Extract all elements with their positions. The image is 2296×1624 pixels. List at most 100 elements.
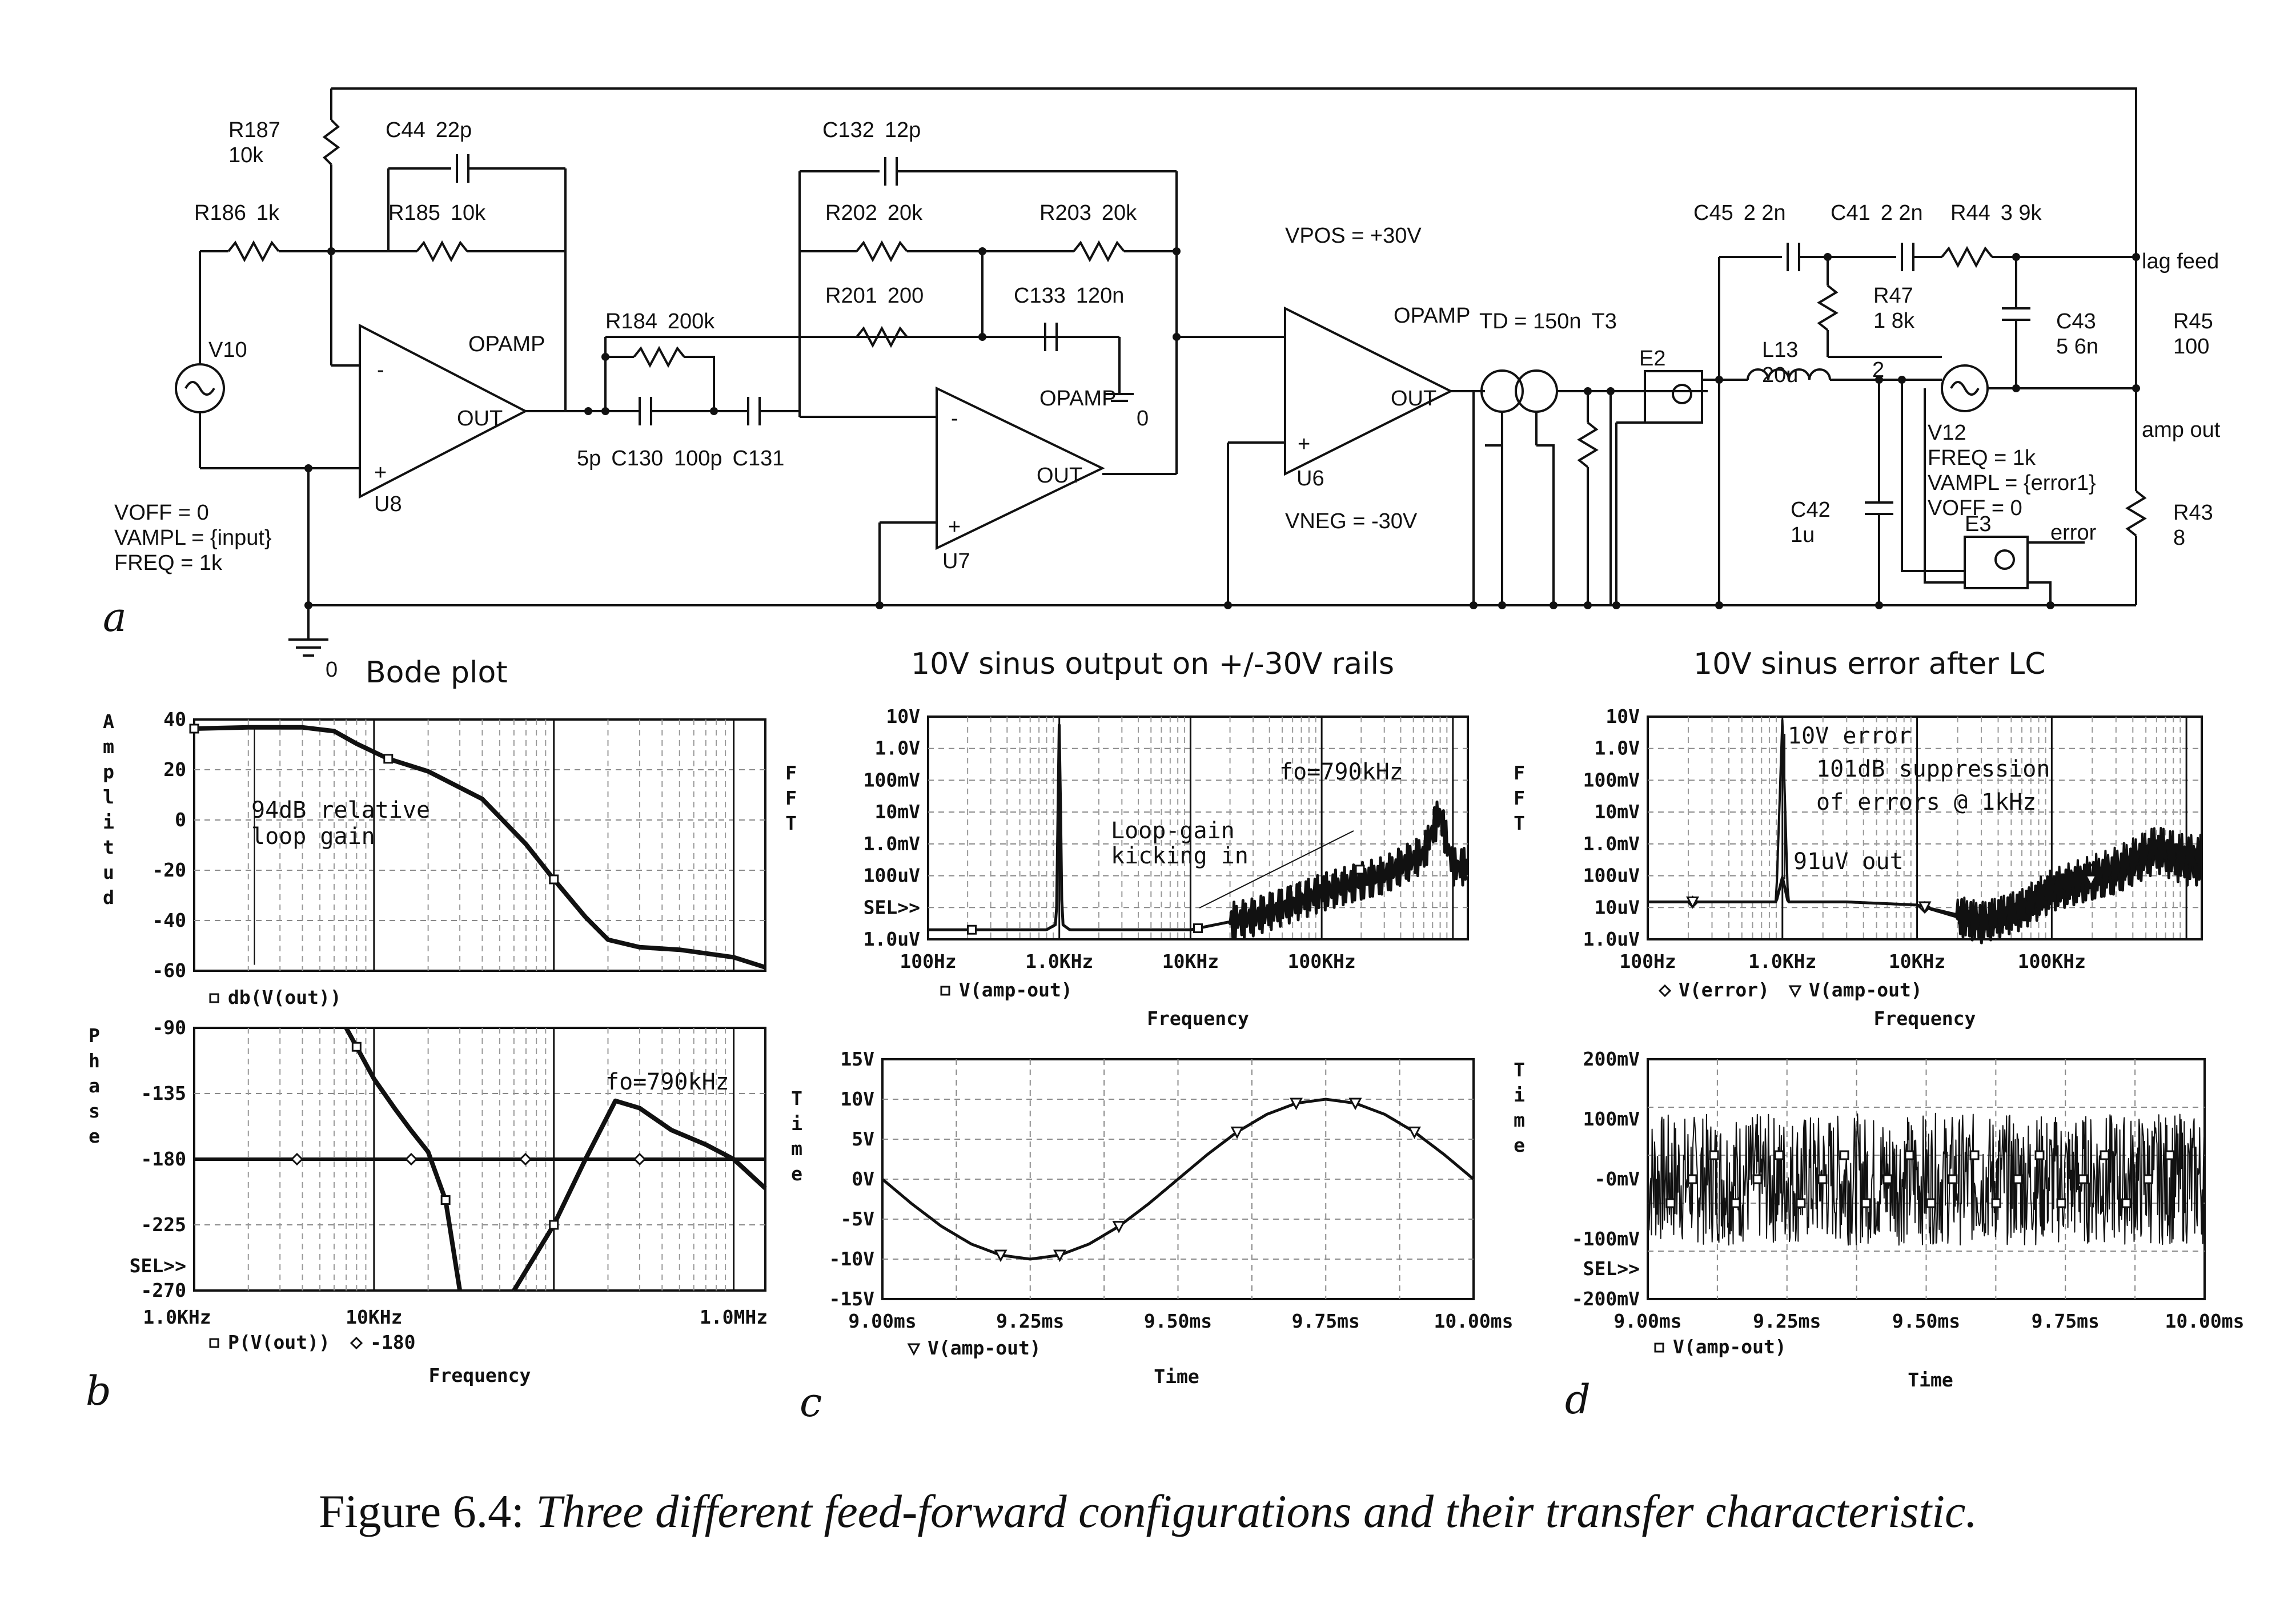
bode-amp-annotation: 94dB relative — [251, 797, 430, 823]
err-fft-ytick: 10V — [1605, 705, 1640, 727]
svg-text:+: + — [948, 515, 961, 539]
gnd-main-label-line: 0 — [326, 658, 338, 682]
err-t-ylabel-char: T — [1514, 1059, 1525, 1081]
out-fft-annotation: fo=790kHz — [1279, 759, 1403, 785]
r44-label-line: 3 9k — [2001, 201, 2042, 225]
bode-amp-legend-marker — [209, 993, 219, 1003]
src-v10-params-label-line: VOFF = 0 — [114, 501, 209, 525]
out-t-xlabel: Time — [1154, 1365, 1199, 1388]
err-fft-annotation: 10V error — [1788, 723, 1912, 749]
c41-label-line: C41 — [1831, 201, 1870, 225]
out-fft-xtick: 100KHz — [1288, 950, 1356, 972]
out-fft-ytick: 10V — [886, 705, 920, 727]
v12-label-line: FREQ = 1k — [1928, 446, 2036, 470]
err-fft-annotation: 101dB suppression — [1816, 756, 2050, 782]
err-t-xtick: 9.00ms — [1613, 1310, 1681, 1332]
label-c132: C132 12p — [822, 118, 921, 142]
c42-label-line: 1u — [1791, 523, 1815, 547]
label-r186: R186 1k — [194, 201, 280, 225]
r185-label-line: R185 — [388, 201, 440, 225]
label-r184: R184 200k — [605, 309, 715, 333]
err-fft-annotation: 91uV out — [1793, 849, 1904, 875]
err-fft-ytick: 1.0mV — [1583, 833, 1640, 855]
err-t-marker — [1817, 1174, 1828, 1184]
label-ground: 0 — [326, 658, 338, 682]
svg-text:+: + — [1298, 432, 1310, 456]
out-t-line — [881, 1098, 1475, 1261]
svg-text:OUT: OUT — [1037, 464, 1082, 488]
err-fft-legend-entry: V(error) — [1679, 979, 1769, 1001]
label-v12: V12 FREQ = 1k VAMPL = {error1} VOFF = 0 — [1928, 421, 2096, 520]
err-t-marker — [2165, 1150, 2175, 1160]
err-t-legend-entry: V(amp-out) — [1673, 1336, 1787, 1358]
err-t-ytick: -0mV — [1595, 1168, 1640, 1190]
err-t-marker — [1796, 1198, 1806, 1208]
r202-label-line: 20k — [888, 201, 923, 225]
out-t-ytick: 15V — [840, 1048, 874, 1070]
label-v10-params: VOFF = 0 VAMPL = {input} FREQ = 1k — [114, 501, 272, 575]
out-fft-ytick: SEL>> — [864, 896, 920, 918]
bode-ph-ref-marker — [519, 1152, 532, 1166]
label-vpos: VPOS = +30V — [1285, 224, 1422, 248]
c42-label-line: C42 — [1791, 498, 1831, 522]
bode-amp-marker — [383, 754, 394, 764]
out-t-marker — [1348, 1098, 1362, 1111]
bode-amp-legend-entry: db(V(out)) — [228, 986, 342, 1008]
label-r202: R202 20k — [825, 201, 923, 225]
err-t-marker — [1839, 1150, 1849, 1160]
label-c44: C44 22p — [386, 118, 472, 142]
err-t-marker — [2078, 1174, 2088, 1184]
v12-label-line: VOFF = 0 — [1928, 496, 2022, 520]
bode-ph-ylabel-char: e — [89, 1125, 100, 1147]
out-t-marker — [1290, 1098, 1303, 1111]
err-fft-ytick: 100uV — [1583, 865, 1640, 887]
v12-label-line: V12 — [1928, 421, 1966, 445]
out-t-xtick: 10.00ms — [1434, 1310, 1513, 1332]
err-fft-xlabel: Frequency — [1874, 1007, 1976, 1030]
err-t-marker — [2100, 1150, 2110, 1160]
out-fft-ytick: 1.0V — [875, 737, 920, 759]
label-c45: C45 2 2n — [1693, 201, 1786, 225]
err-t-marker — [2121, 1198, 2132, 1208]
net-error-label-line: error — [2050, 521, 2097, 545]
err-fft-ytick: 10mV — [1595, 801, 1640, 823]
err-t-xlabel: Time — [1908, 1369, 1953, 1391]
label-r201: R201 200 — [825, 284, 924, 308]
err-t-marker — [1752, 1174, 1763, 1184]
err-t-xtick: 9.75ms — [2032, 1310, 2100, 1332]
label-u7-ground: 0 — [1137, 407, 1149, 431]
c43-label-line: 5 6n — [2056, 335, 2098, 359]
err-t-marker — [1969, 1150, 1980, 1160]
err-t-marker — [1904, 1150, 1914, 1160]
label-u7-type: OPAMP — [1039, 387, 1116, 411]
u8-type-label-line: OPAMP — [468, 332, 545, 356]
err-t-legend-marker — [1654, 1342, 1664, 1353]
err-fft-ytick: 100mV — [1583, 769, 1640, 791]
err-t-marker — [2034, 1150, 2045, 1160]
out-fft-marker — [1355, 865, 1365, 875]
out-t-marker — [994, 1249, 1007, 1263]
label-c130: 5p C130 — [577, 447, 663, 471]
out-t-ylabel-char: m — [791, 1137, 802, 1160]
bode-ph-xtick: 10KHz — [346, 1306, 402, 1328]
err-fft-ytick: 1.0V — [1595, 737, 1640, 759]
out-t-legend-entry: V(amp-out) — [928, 1337, 1041, 1359]
u6-type-label-line: OPAMP — [1394, 304, 1470, 328]
label-r45: R45 100 — [2173, 309, 2213, 359]
err-t-marker — [2013, 1174, 2023, 1184]
u8-label-line: U8 — [374, 492, 402, 516]
gnd-u7-label-line: 0 — [1137, 407, 1149, 431]
c133-label-line: 120n — [1076, 284, 1125, 308]
bode-ph-xlabel: Frequency — [429, 1364, 531, 1386]
chart-error-time: 200mV 100mV -0mV -100mV -200mV SEL>> T i m e 9.00m… — [1514, 1048, 2244, 1391]
label-u7: U7 — [942, 549, 970, 573]
l13-label-line: 20u — [1762, 363, 1798, 387]
